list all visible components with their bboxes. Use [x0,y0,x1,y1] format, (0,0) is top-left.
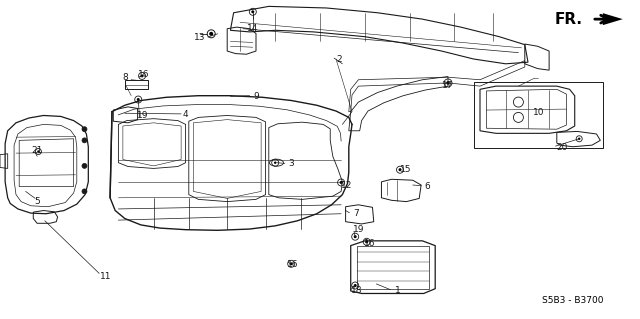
Circle shape [399,168,401,171]
Text: 19: 19 [137,111,148,120]
Text: 18: 18 [351,286,362,295]
Text: 7: 7 [353,209,358,218]
Circle shape [354,235,356,238]
Text: 13: 13 [194,33,205,42]
Circle shape [290,262,292,265]
Circle shape [37,150,40,153]
Text: FR.: FR. [554,11,582,27]
Polygon shape [603,13,623,25]
Text: 2: 2 [337,55,342,63]
Text: 11: 11 [100,272,111,281]
Text: 16: 16 [287,260,299,269]
Circle shape [578,137,580,140]
Circle shape [141,74,143,78]
Circle shape [274,161,276,164]
Circle shape [340,181,342,184]
Text: 8: 8 [122,73,127,82]
Text: 19: 19 [353,225,365,234]
Text: 20: 20 [556,143,568,152]
Text: 1: 1 [396,286,401,295]
Text: 12: 12 [340,181,352,189]
Text: 17: 17 [442,81,454,90]
Circle shape [137,98,140,101]
Text: 16: 16 [364,239,376,248]
Text: 21: 21 [31,146,43,155]
Circle shape [82,189,87,194]
Circle shape [446,81,450,85]
Text: 16: 16 [138,70,150,79]
Text: 15: 15 [400,165,412,174]
Text: 4: 4 [183,110,188,119]
Text: 9: 9 [253,92,259,101]
Circle shape [354,284,356,287]
Circle shape [365,240,368,243]
Circle shape [82,138,87,143]
Circle shape [252,10,254,13]
Text: 3: 3 [289,159,294,168]
Circle shape [82,127,87,132]
Circle shape [82,163,87,168]
Text: S5B3 - B3700: S5B3 - B3700 [542,296,604,305]
Text: 14: 14 [247,24,259,33]
Circle shape [209,32,213,36]
Text: 6: 6 [425,182,430,191]
Text: 10: 10 [533,108,545,117]
Text: 5: 5 [35,197,40,206]
